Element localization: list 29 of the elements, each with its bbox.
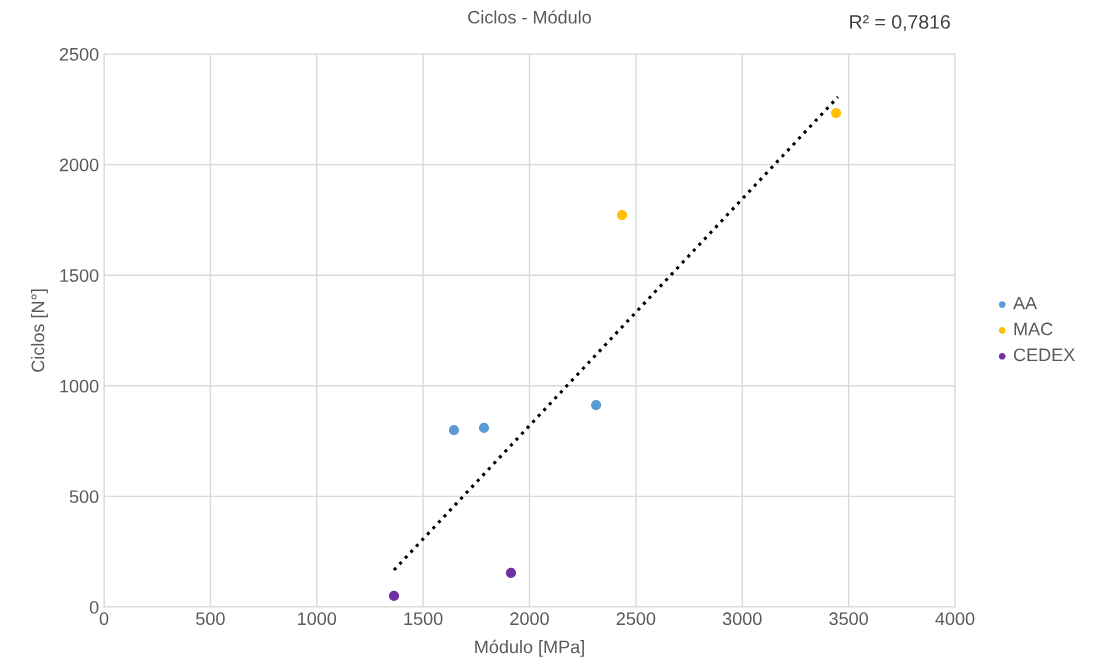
x-axis-title: Módulo [MPa] bbox=[475, 639, 584, 657]
y-axis-title: Ciclos [N°] bbox=[31, 289, 48, 372]
legend-label: CEDEX bbox=[1013, 348, 1075, 362]
chart-title: Ciclos - Módulo bbox=[468, 10, 591, 24]
y-tick-label: 500 bbox=[69, 490, 99, 504]
x-tick-label: 3000 bbox=[722, 612, 762, 626]
point bbox=[448, 424, 460, 436]
x-tick-label: 2500 bbox=[616, 612, 656, 626]
x-tick-label: 0 bbox=[99, 612, 109, 626]
point bbox=[478, 422, 490, 433]
y-tick-label: 0 bbox=[89, 600, 99, 614]
y-tick-label: 2500 bbox=[59, 47, 99, 61]
y-tick-label: 2000 bbox=[59, 158, 99, 172]
point bbox=[830, 107, 842, 119]
text: R² = 0,7816 bbox=[850, 15, 950, 32]
x-tick-label: 1500 bbox=[404, 612, 443, 626]
x-tick-label: 2000 bbox=[510, 612, 549, 626]
point bbox=[591, 399, 602, 411]
point bbox=[505, 567, 517, 579]
x-tick-label: 1000 bbox=[298, 612, 337, 626]
point bbox=[388, 590, 400, 602]
point bbox=[616, 209, 628, 221]
x-tick-label: 4000 bbox=[935, 612, 975, 626]
legend-label: AA bbox=[1013, 296, 1038, 310]
legend-label: MAC bbox=[1014, 322, 1053, 336]
y-tick-label: 1000 bbox=[60, 379, 99, 393]
y-tick-label: 1500 bbox=[60, 269, 99, 282]
x-tick-label: 3500 bbox=[829, 612, 868, 626]
x-tick-label: 500 bbox=[196, 612, 225, 626]
